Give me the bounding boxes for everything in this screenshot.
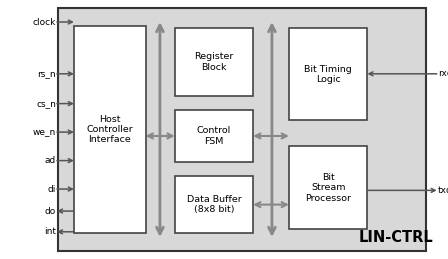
Text: we_n: we_n (33, 128, 56, 136)
Text: Data Buffer
(8x8 bit): Data Buffer (8x8 bit) (186, 195, 241, 214)
Bar (74, 26, 146, 233)
Bar (175, 176, 253, 233)
Bar (289, 28, 367, 120)
Text: Control
FSM: Control FSM (197, 126, 231, 146)
Text: Host
Controller
Interface: Host Controller Interface (86, 114, 133, 145)
Bar (175, 110, 253, 162)
Text: ad: ad (45, 156, 56, 165)
Bar (289, 146, 367, 229)
Text: Register
Block: Register Block (194, 53, 233, 72)
Text: Bit
Stream
Processor: Bit Stream Processor (305, 173, 351, 203)
Text: do: do (45, 207, 56, 215)
Text: int: int (44, 227, 56, 236)
Text: di: di (47, 185, 56, 193)
Bar (175, 28, 253, 96)
Text: txd: txd (438, 186, 448, 195)
Text: cs_n: cs_n (36, 99, 56, 108)
Bar (58, 8, 426, 251)
Text: rxd: rxd (438, 69, 448, 78)
Text: LIN-CTRL: LIN-CTRL (359, 230, 434, 245)
Text: clock: clock (33, 18, 56, 26)
Text: Bit Timing
Logic: Bit Timing Logic (304, 65, 352, 84)
Text: rs_n: rs_n (37, 69, 56, 78)
